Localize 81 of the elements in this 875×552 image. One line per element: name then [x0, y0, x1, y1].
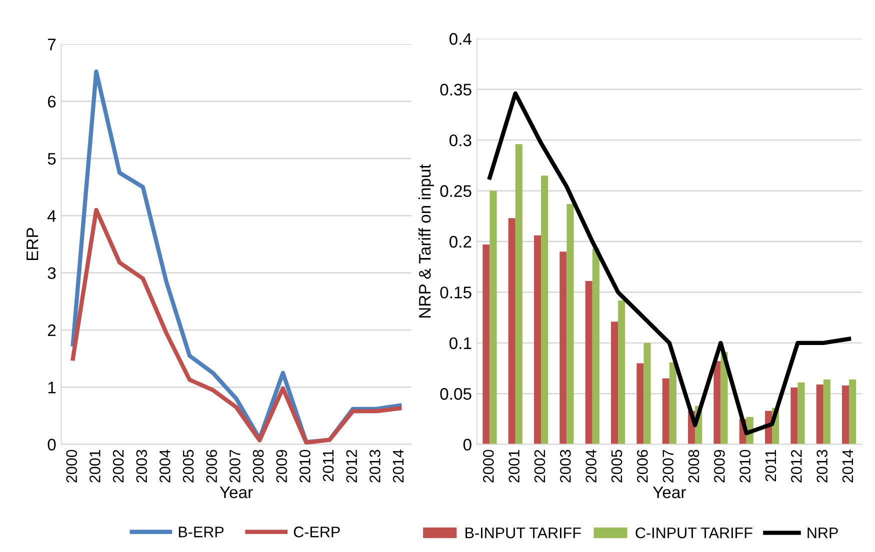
x-tick-label: 2013 [370, 450, 380, 482]
bar [816, 384, 824, 444]
bar [592, 248, 600, 444]
x-tick-label: 2001 [90, 450, 100, 482]
x-tick-label: 2009 [714, 450, 725, 482]
x-tick-label: 2014 [392, 450, 404, 482]
bar [714, 361, 721, 444]
bar [508, 218, 516, 444]
x-axis-title: Year [652, 486, 686, 498]
x-axis-title: Year [220, 486, 253, 498]
legend-label: B-ERP [178, 526, 224, 538]
bar [541, 176, 548, 444]
y-tick-label: 0.35 [440, 84, 472, 96]
bar [823, 379, 830, 444]
legend-label: C-INPUT TARIFF [636, 527, 752, 538]
x-tick-label: 2002 [112, 450, 124, 482]
y-tick-label: 0.3 [450, 134, 472, 146]
x-tick-label: 2010 [300, 450, 310, 482]
x-tick-label: 2012 [346, 450, 358, 482]
x-tick-label: 2008 [688, 450, 700, 482]
bar [560, 252, 567, 444]
bar [636, 363, 644, 444]
x-tick-label: 2000 [482, 450, 494, 482]
legend-label: C-ERP [294, 526, 340, 538]
bar [662, 378, 670, 444]
x-tick-label: 2004 [586, 450, 596, 482]
line-series [70, 208, 402, 444]
y-tick-label: 0.2 [450, 236, 472, 248]
y-axis-title: NRP & Tariff on input [418, 164, 434, 318]
x-tick-label: 2002 [534, 450, 546, 482]
x-tick-label: 2010 [740, 450, 750, 482]
x-tick-label: 2005 [182, 450, 194, 482]
bar [790, 388, 798, 444]
y-tick-label: 0.1 [450, 337, 472, 350]
x-tick-label: 2012 [790, 450, 802, 482]
bar [644, 342, 651, 444]
y-tick-label: 3 [48, 267, 56, 280]
y-tick-label: 0.25 [440, 185, 472, 197]
bar [482, 244, 490, 444]
x-tick-label: 2014 [842, 450, 854, 482]
y-axis-title: ERP [26, 228, 38, 260]
legend-label: NRP [808, 528, 838, 538]
y-tick-label: 1 [48, 382, 56, 394]
bar [585, 281, 592, 444]
x-tick-label: 2004 [160, 450, 170, 482]
y-tick-label: 7 [48, 38, 56, 50]
x-tick-label: 2013 [816, 450, 828, 482]
x-tick-label: 2006 [206, 450, 218, 482]
x-tick-label: 2008 [252, 450, 264, 482]
x-tick-label: 2003 [560, 450, 571, 482]
y-tick-label: 0.15 [440, 286, 472, 298]
bar [610, 322, 618, 444]
bar [534, 235, 542, 444]
y-tick-label: 6 [48, 96, 56, 108]
x-tick-label: 2005 [611, 450, 622, 482]
y-tick-label: 5 [48, 153, 56, 165]
x-tick-label: 2003 [136, 450, 148, 482]
bar [798, 382, 805, 444]
line-series [488, 91, 852, 436]
x-tick-label: 2001 [508, 450, 520, 482]
bar [618, 300, 626, 444]
x-tick-label: 2007 [662, 450, 674, 482]
bar [669, 362, 676, 444]
x-tick-label: 2006 [636, 450, 648, 482]
y-tick-label: 0.4 [450, 33, 472, 45]
y-tick-label: 0.05 [440, 388, 472, 400]
x-tick-label: 2000 [66, 450, 78, 482]
bar [566, 204, 574, 444]
y-tick-label: 4 [48, 210, 56, 222]
bar [842, 386, 850, 444]
y-tick-label: 2 [48, 324, 56, 336]
legend-label: B-INPUT TARIFF [466, 528, 581, 538]
x-tick-label: 2011 [322, 450, 334, 482]
y-tick-label: 0 [48, 438, 56, 451]
x-tick-label: 2011 [765, 450, 776, 482]
y-tick-label: 0 [463, 438, 472, 451]
x-tick-label: 2009 [276, 450, 288, 482]
x-tick-label: 2007 [230, 450, 240, 482]
bar [490, 190, 497, 444]
bar [515, 144, 522, 444]
bar [849, 379, 856, 444]
